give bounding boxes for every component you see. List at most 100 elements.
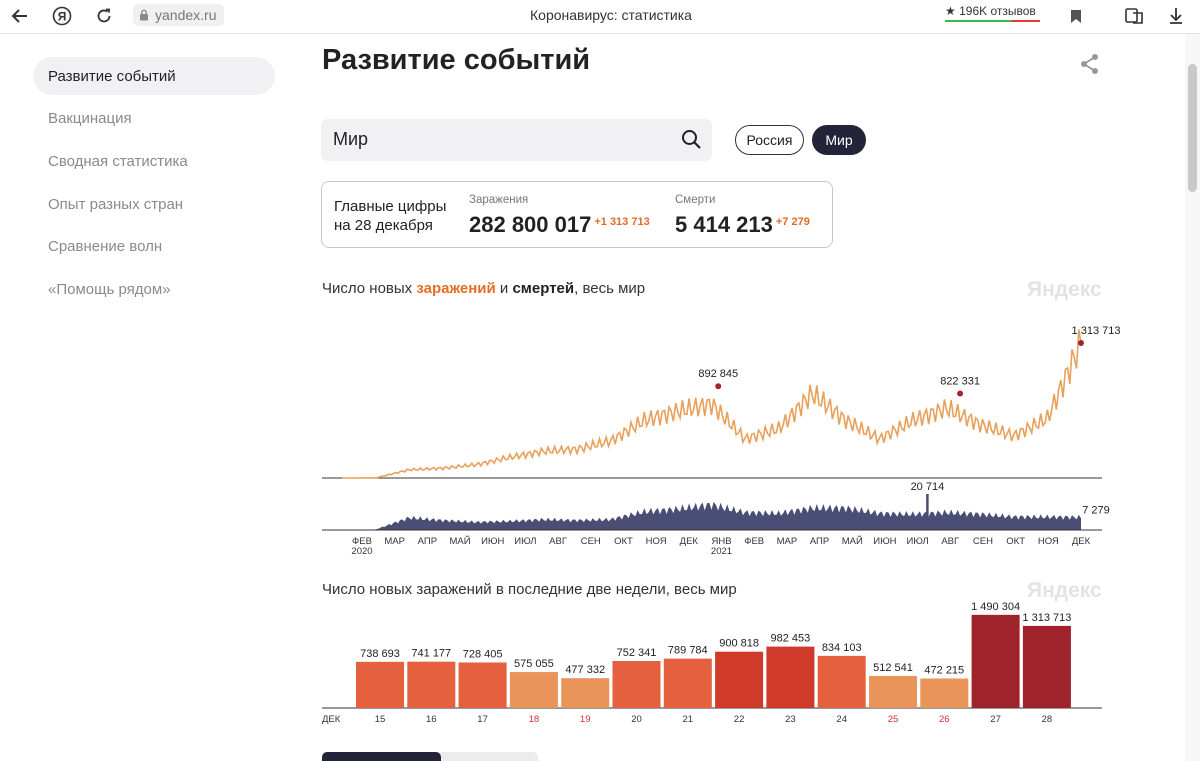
bar[interactable] <box>817 655 866 708</box>
bar[interactable] <box>509 672 558 708</box>
bar-category-label: 28 <box>1042 714 1053 725</box>
infections-peak-label: 892 845 <box>698 368 738 380</box>
deaths-last-label: 7 279 <box>1082 504 1110 516</box>
reviews-badge[interactable]: ★ 196K отзывов <box>945 4 1040 22</box>
x-tick-label: ЯНВ <box>711 536 731 547</box>
sidebar-item-waves[interactable]: Сравнение волн <box>48 237 163 255</box>
sidebar-item-vaccination[interactable]: Вакцинация <box>48 109 132 127</box>
x-tick-label: СЕН <box>973 536 993 547</box>
chart-mode-tab-active[interactable] <box>322 752 441 761</box>
bookmark-icon[interactable] <box>1064 4 1088 28</box>
x-tick-label: ИЮЛ <box>906 536 928 547</box>
x-tick-label: АВГ <box>941 536 959 547</box>
bar-value-label: 512 541 <box>873 662 913 674</box>
reviews-label: ★ 196K отзывов <box>945 4 1036 18</box>
x-tick-label: МАЙ <box>450 535 471 547</box>
x-tick-label: ДЕК <box>680 536 699 547</box>
bar-category-label: 26 <box>939 714 950 725</box>
deaths-delta: +7 279 <box>775 216 810 228</box>
deaths-peak-label: 20 714 <box>911 481 945 493</box>
url-text: yandex.ru <box>155 7 217 23</box>
infections-peak-dot <box>1078 340 1084 346</box>
bar-category-label: 16 <box>426 714 437 725</box>
x-tick-label: ИЮН <box>873 536 896 547</box>
infections-delta: +1 313 713 <box>594 216 650 228</box>
infections-label: Заражения <box>469 194 529 206</box>
x-year-label: 2020 <box>351 546 372 557</box>
x-tick-label: ИЮН <box>481 536 504 547</box>
region-search-input[interactable]: Мир <box>321 119 712 161</box>
x-tick-label: ОКТ <box>614 536 633 547</box>
bar-value-label: 738 693 <box>360 648 400 660</box>
x-tick-label: ОКТ <box>1006 536 1025 547</box>
download-icon[interactable] <box>1164 4 1188 28</box>
search-icon[interactable] <box>681 129 702 155</box>
scrollbar[interactable] <box>1185 34 1200 761</box>
sidebar-item-help[interactable]: «Помощь рядом» <box>48 280 171 298</box>
x-tick-label: АПР <box>418 536 437 547</box>
bar-value-label: 472 215 <box>924 664 964 676</box>
bar[interactable] <box>766 646 815 708</box>
back-arrow-icon[interactable] <box>8 4 32 28</box>
bar-value-label: 900 818 <box>719 638 759 650</box>
yandex-watermark: Яндекс <box>1027 579 1102 602</box>
infections-peak-label: 822 331 <box>940 375 980 387</box>
deaths-value: 5 414 213 <box>675 212 773 237</box>
bar[interactable] <box>356 661 404 708</box>
bar-category-label: 21 <box>683 714 694 725</box>
bar[interactable] <box>869 675 917 708</box>
world-button[interactable]: Мир <box>812 125 866 155</box>
month-label: ДЕК <box>322 714 341 725</box>
sidebar-item-events[interactable]: Развитие событий <box>33 57 275 95</box>
bar[interactable] <box>458 662 507 708</box>
bar[interactable] <box>407 661 456 708</box>
bar-value-label: 741 177 <box>411 648 451 660</box>
sidebar-item-countries[interactable]: Опыт разных стран <box>48 195 184 213</box>
key-figures-date: на 28 декабря <box>334 217 433 234</box>
yandex-logo-icon[interactable]: Я <box>50 4 74 28</box>
bar-value-label: 834 103 <box>822 642 862 654</box>
bar[interactable] <box>971 614 1020 708</box>
yandex-watermark: Яндекс <box>1027 278 1102 301</box>
x-tick-label: МАР <box>777 536 798 547</box>
bar-value-label: 789 784 <box>668 645 708 657</box>
collections-icon[interactable] <box>1122 4 1146 28</box>
bar[interactable] <box>561 678 610 708</box>
share-icon[interactable] <box>1078 52 1102 81</box>
x-tick-label: ФЕВ <box>744 536 764 547</box>
bar-category-label: 27 <box>990 714 1001 725</box>
bar[interactable] <box>612 660 661 708</box>
x-tick-label: ФЕВ <box>352 536 372 547</box>
deaths-stat: Смерти 5 414 213 +7 279 <box>675 194 810 238</box>
chart1-title-part: и <box>495 280 513 297</box>
key-figures-card: Главные цифры на 28 декабря Заражения 28… <box>321 181 833 248</box>
chart1-title-deaths: смертей <box>512 280 575 297</box>
rating-bar <box>945 20 1040 22</box>
bar[interactable] <box>663 658 712 708</box>
x-tick-label: МАЙ <box>842 535 863 547</box>
x-tick-label: СЕН <box>581 536 601 547</box>
chart1-title-part: Число новых <box>322 280 417 297</box>
bar-category-label: 15 <box>375 714 386 725</box>
scrollbar-thumb[interactable] <box>1188 64 1197 192</box>
bar[interactable] <box>1022 625 1071 708</box>
x-tick-label: МАР <box>384 536 405 547</box>
sidebar-item-summary[interactable]: Сводная статистика <box>48 152 188 170</box>
address-bar[interactable]: yandex.ru <box>133 4 225 26</box>
reload-icon[interactable] <box>92 4 116 28</box>
bar-value-label: 752 341 <box>617 647 657 659</box>
deaths-label: Смерти <box>675 194 716 206</box>
infections-series-line <box>342 329 1082 479</box>
chart1-title-infections: заражений <box>416 280 496 297</box>
bar[interactable] <box>715 651 764 708</box>
tab-title: Коронавирус: статистика <box>530 7 692 23</box>
bar-value-label: 1 490 304 <box>971 601 1020 613</box>
bar[interactable] <box>920 678 969 708</box>
russia-button[interactable]: Россия <box>735 125 804 155</box>
bar-value-label: 1 313 713 <box>1022 612 1071 624</box>
chart-mode-tabs[interactable] <box>322 752 538 761</box>
bar-category-label: 23 <box>785 714 796 725</box>
browser-toolbar: Я yandex.ru Коронавирус: статистика ★ 19… <box>0 0 1200 34</box>
